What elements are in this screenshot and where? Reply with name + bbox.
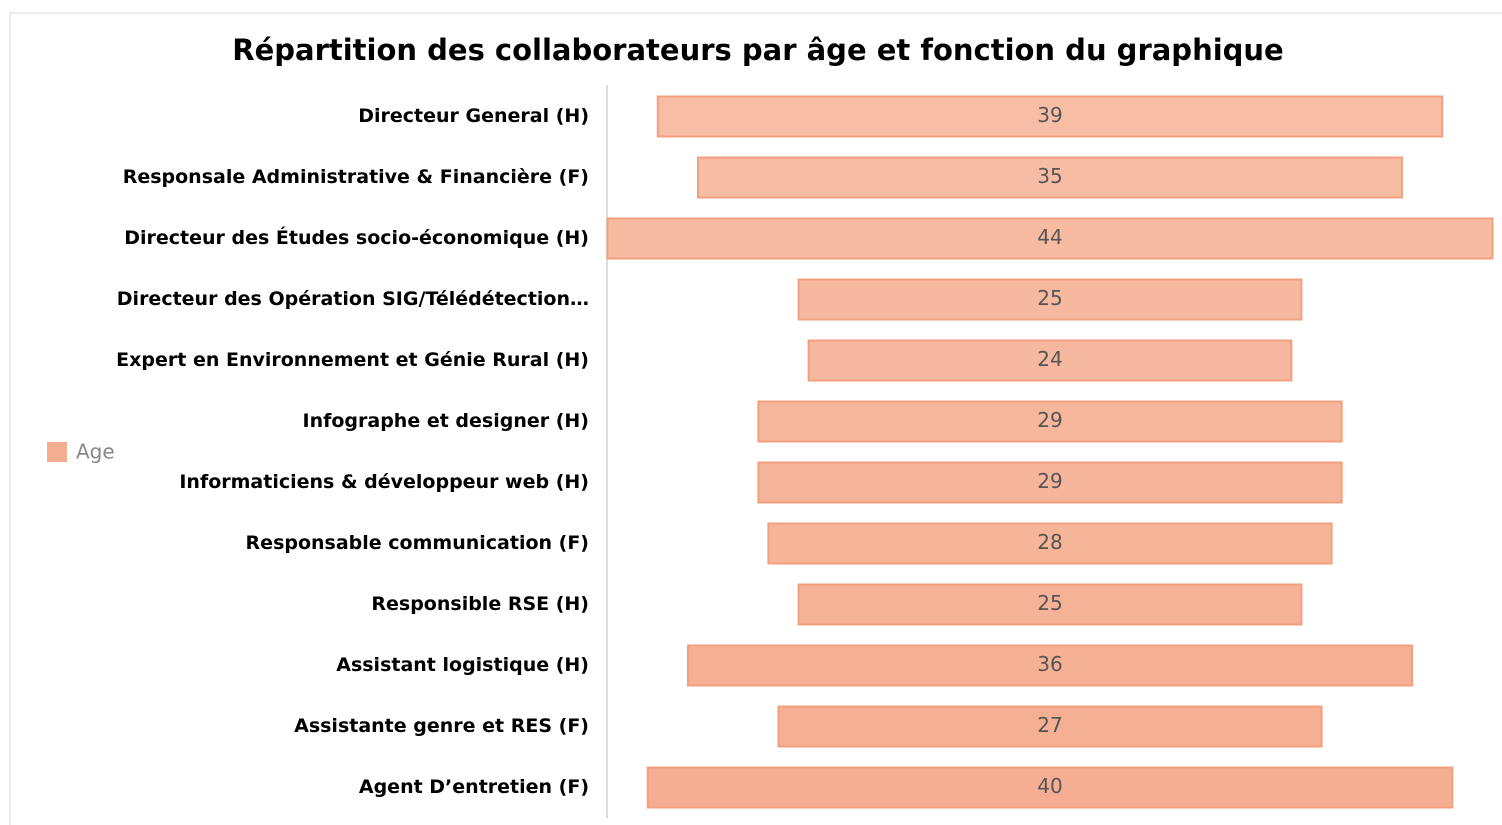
value-label: 27 [1037,713,1062,737]
bar [697,156,1403,199]
bar [767,522,1333,565]
category-label: Responsale Administrative & Financière (… [123,166,589,188]
category-label: Directeur des Études socio-économique (H… [124,226,589,249]
category-label: Directeur des Opération SIG/Télédétectio… [117,288,589,310]
bar [807,339,1293,382]
bar [797,583,1303,626]
bar [757,400,1343,443]
legend-label: Age [76,440,115,464]
bar [777,705,1323,748]
category-label: Responsible RSE (H) [371,593,589,615]
category-label: Expert en Environnement et Génie Rural (… [116,349,589,371]
category-label: Agent D’entretien (F) [359,776,589,798]
bar [686,644,1414,687]
value-label: 29 [1037,469,1062,493]
value-label: 25 [1037,286,1062,310]
value-label: 40 [1037,774,1062,798]
bar [646,766,1454,809]
legend-swatch [47,442,67,462]
bar [757,461,1343,504]
category-label: Directeur General (H) [358,105,589,127]
category-label: Infographe et designer (H) [303,410,590,432]
category-label: Assistante genre et RES (F) [294,715,589,737]
value-label: 24 [1037,347,1062,371]
value-label: 44 [1037,225,1062,249]
value-label: 35 [1037,164,1062,188]
bar [797,278,1303,321]
value-label: 25 [1037,591,1062,615]
value-label: 29 [1037,408,1062,432]
category-label: Informaticiens & développeur web (H) [179,471,589,493]
value-label: 39 [1037,103,1062,127]
category-label: Responsable communication (F) [246,532,589,554]
value-label: 36 [1037,652,1062,676]
bar [656,95,1444,138]
chart-title: Répartition des collaborateurs par âge e… [232,33,1283,67]
value-label: 28 [1037,530,1062,554]
bar [606,217,1494,260]
category-label: Assistant logistique (H) [336,654,589,676]
